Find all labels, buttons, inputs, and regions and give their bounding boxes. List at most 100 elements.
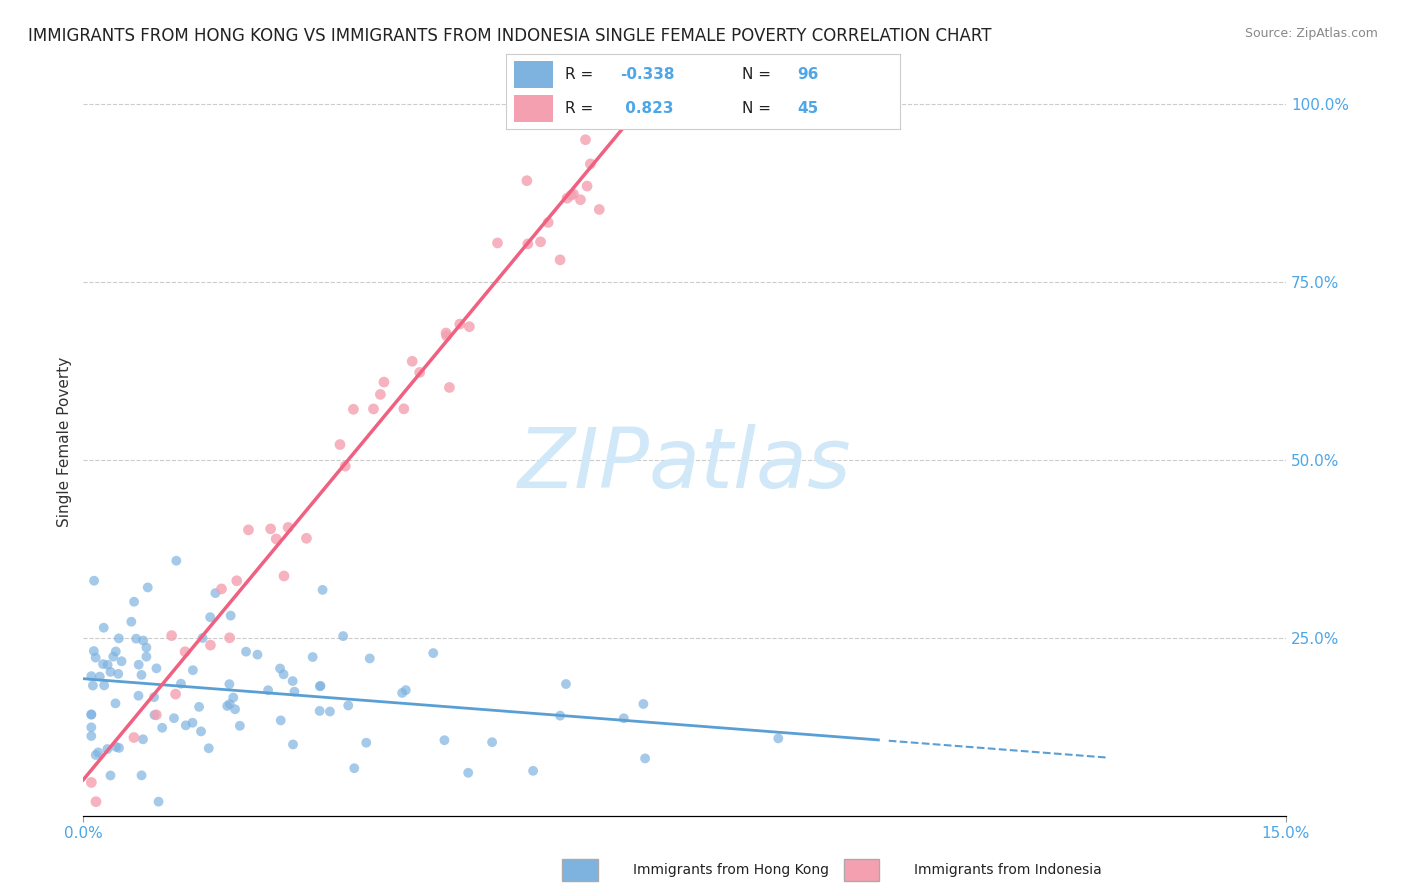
Point (434, 326, 457, 340)
Point (191, 631, 214, 645)
Point (122, 595, 145, 609)
Point (295, 531, 318, 545)
Point (84, 747, 107, 762)
Point (370, 387, 392, 401)
Point (128, 657, 150, 672)
Point (562, 187, 585, 202)
Point (516, 174, 538, 188)
Point (301, 650, 323, 665)
Point (80, 669, 103, 683)
Point (103, 649, 125, 664)
Point (218, 677, 240, 691)
Point (281, 738, 304, 752)
Point (132, 732, 155, 747)
Point (110, 654, 132, 668)
Point (238, 523, 260, 537)
Point (486, 235, 509, 250)
Point (229, 719, 252, 733)
Point (135, 640, 157, 655)
Point (633, 697, 655, 711)
Point (588, 202, 610, 217)
Point (257, 683, 280, 698)
Point (165, 687, 187, 701)
Point (148, 795, 170, 809)
Point (80, 729, 103, 743)
Point (83, 644, 105, 658)
Point (373, 375, 395, 389)
Point (481, 735, 503, 749)
Point (143, 690, 166, 705)
Point (273, 569, 295, 583)
Point (100, 768, 122, 782)
Point (174, 645, 197, 659)
Text: -0.338: -0.338 (620, 67, 675, 82)
Point (125, 632, 148, 646)
Point (105, 739, 128, 754)
FancyBboxPatch shape (515, 95, 554, 122)
Point (281, 674, 304, 689)
Point (576, 179, 599, 194)
Point (80, 720, 103, 734)
Point (91, 657, 114, 671)
Point (93, 621, 115, 635)
Point (613, 711, 636, 725)
Text: 45: 45 (797, 101, 818, 116)
Point (204, 586, 226, 600)
Point (548, 252, 571, 267)
Point (198, 610, 221, 624)
Point (634, 751, 657, 765)
Text: N =: N = (742, 67, 776, 82)
Point (354, 736, 377, 750)
Point (104, 697, 127, 711)
Point (145, 661, 167, 675)
Point (395, 683, 418, 698)
Point (363, 401, 385, 416)
Text: ZIPatlas: ZIPatlas (517, 424, 852, 505)
Point (337, 698, 360, 713)
Text: IMMIGRANTS FROM HONG KONG VS IMMIGRANTS FROM INDONESIA SINGLE FEMALE POVERTY COR: IMMIGRANTS FROM HONG KONG VS IMMIGRANTS … (28, 27, 991, 45)
Point (224, 702, 246, 716)
Point (439, 380, 461, 394)
Point (132, 633, 155, 648)
Point (218, 697, 240, 711)
Point (82, 679, 104, 693)
Point (319, 705, 342, 719)
Text: 0.823: 0.823 (620, 101, 673, 116)
Point (335, 459, 357, 474)
Point (219, 608, 242, 623)
Text: R =: R = (565, 67, 599, 82)
Point (222, 690, 245, 705)
Text: R =: R = (565, 101, 599, 116)
Point (529, 235, 551, 249)
Point (80, 707, 103, 722)
Point (165, 554, 187, 568)
Point (343, 761, 366, 775)
Point (273, 667, 295, 681)
Point (107, 666, 129, 681)
Point (120, 615, 142, 629)
Point (433, 733, 456, 747)
Point (150, 721, 173, 735)
Point (401, 354, 423, 368)
Point (359, 651, 381, 665)
Point (560, 188, 582, 202)
Point (436, 329, 458, 343)
Point (84, 650, 107, 665)
Point (96, 742, 118, 756)
Point (308, 704, 330, 718)
Point (574, 133, 596, 147)
Point (127, 689, 149, 703)
Point (537, 215, 560, 229)
Point (422, 646, 444, 660)
Text: Immigrants from Indonesia: Immigrants from Indonesia (914, 863, 1102, 877)
Point (181, 663, 204, 677)
FancyBboxPatch shape (515, 62, 554, 87)
Point (211, 582, 233, 596)
Point (457, 765, 479, 780)
Y-axis label: Single Female Poverty: Single Female Poverty (58, 357, 72, 527)
Point (190, 724, 212, 739)
Point (342, 402, 364, 417)
Point (391, 686, 413, 700)
Point (80, 775, 103, 789)
Point (200, 638, 222, 652)
